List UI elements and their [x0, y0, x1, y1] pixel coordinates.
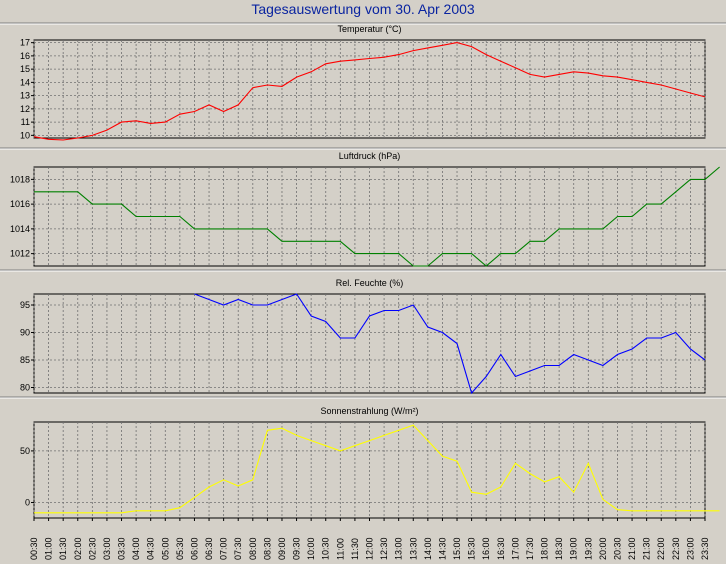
x-tick-label: 19:30: [583, 537, 593, 560]
y-tick-label: 1016: [10, 199, 30, 209]
x-tick-label: 16:00: [481, 537, 491, 560]
x-tick-label: 04:30: [146, 537, 156, 560]
y-tick-label: 0: [25, 498, 30, 508]
x-tick-label: 20:00: [598, 537, 608, 560]
x-tick-label: 08:00: [248, 537, 258, 560]
x-tick-label: 21:30: [642, 537, 652, 560]
y-tick-label: 1012: [10, 249, 30, 259]
x-tick-label: 09:00: [277, 537, 287, 560]
y-tick-label: 13: [20, 91, 30, 101]
x-tick-label: 05:00: [160, 537, 170, 560]
x-tick-label: 14:30: [437, 537, 447, 560]
x-tick-label: 01:30: [58, 537, 68, 560]
x-tick-label: 17:00: [510, 537, 520, 560]
x-tick-label: 00:30: [29, 537, 39, 560]
x-tick-label: 03:00: [102, 537, 112, 560]
x-tick-label: 10:30: [321, 537, 331, 560]
x-tick-label: 07:30: [233, 537, 243, 560]
y-tick-label: 50: [20, 446, 30, 456]
y-tick-label: 80: [20, 383, 30, 393]
y-tick-label: 12: [20, 104, 30, 114]
x-tick-label: 11:00: [335, 538, 345, 560]
x-tick-label: 23:00: [685, 537, 695, 560]
series-line: [34, 166, 720, 267]
x-tick-label: 01:00: [44, 537, 54, 560]
panel-title: Sonnenstrahlung (W/m²): [320, 406, 418, 416]
x-tick-label: 15:00: [452, 537, 462, 560]
panel-title: Luftdruck (hPa): [339, 151, 401, 161]
y-tick-label: 1018: [10, 174, 30, 184]
x-tick-label: 04:00: [131, 537, 141, 560]
x-tick-label: 23:30: [700, 537, 710, 560]
y-tick-label: 95: [20, 300, 30, 310]
panel-title: Rel. Feuchte (%): [336, 278, 404, 288]
x-tick-label: 09:30: [292, 537, 302, 560]
x-tick-label: 03:30: [117, 537, 127, 560]
series-line: [33, 42, 706, 141]
panel-title: Temperatur (°C): [337, 24, 401, 34]
x-tick-label: 20:30: [612, 537, 622, 560]
y-tick-label: 16: [20, 51, 30, 61]
x-tick-label: 14:00: [423, 537, 433, 560]
x-tick-label: 21:00: [627, 537, 637, 560]
x-tick-label: 19:00: [569, 537, 579, 560]
y-tick-label: 10: [20, 130, 30, 140]
x-tick-label: 13:30: [408, 537, 418, 560]
x-tick-label: 06:30: [204, 537, 214, 560]
series-line: [194, 293, 706, 395]
x-tick-label: 17:30: [525, 537, 535, 560]
x-tick-label: 10:00: [306, 537, 316, 560]
y-tick-label: 17: [20, 38, 30, 48]
x-tick-label: 12:00: [365, 537, 375, 560]
y-tick-label: 1014: [10, 224, 30, 234]
y-tick-label: 11: [21, 117, 30, 127]
x-tick-label: 22:00: [656, 537, 666, 560]
x-tick-label: 15:30: [467, 537, 477, 560]
page-title: Tagesauswertung vom 30. Apr 2003: [251, 1, 475, 17]
x-tick-label: 18:30: [554, 537, 564, 560]
x-tick-label: 18:00: [540, 537, 550, 560]
x-tick-label: 02:00: [73, 537, 83, 560]
x-tick-label: 08:30: [262, 537, 272, 560]
x-tick-label: 16:30: [496, 537, 506, 560]
x-tick-label: 22:30: [671, 537, 681, 560]
x-tick-label: 02:30: [87, 537, 97, 560]
y-tick-label: 90: [20, 328, 30, 338]
x-tick-label: 06:00: [189, 537, 199, 560]
x-tick-label: 05:30: [175, 537, 185, 560]
x-tick-label: 13:00: [394, 537, 404, 560]
x-tick-label: 11:30: [350, 538, 360, 560]
y-tick-label: 14: [20, 77, 30, 87]
y-tick-label: 15: [20, 64, 30, 74]
x-tick-label: 07:00: [219, 537, 229, 560]
series-line: [34, 424, 720, 514]
x-tick-label: 12:30: [379, 537, 389, 560]
y-tick-label: 85: [20, 355, 30, 365]
